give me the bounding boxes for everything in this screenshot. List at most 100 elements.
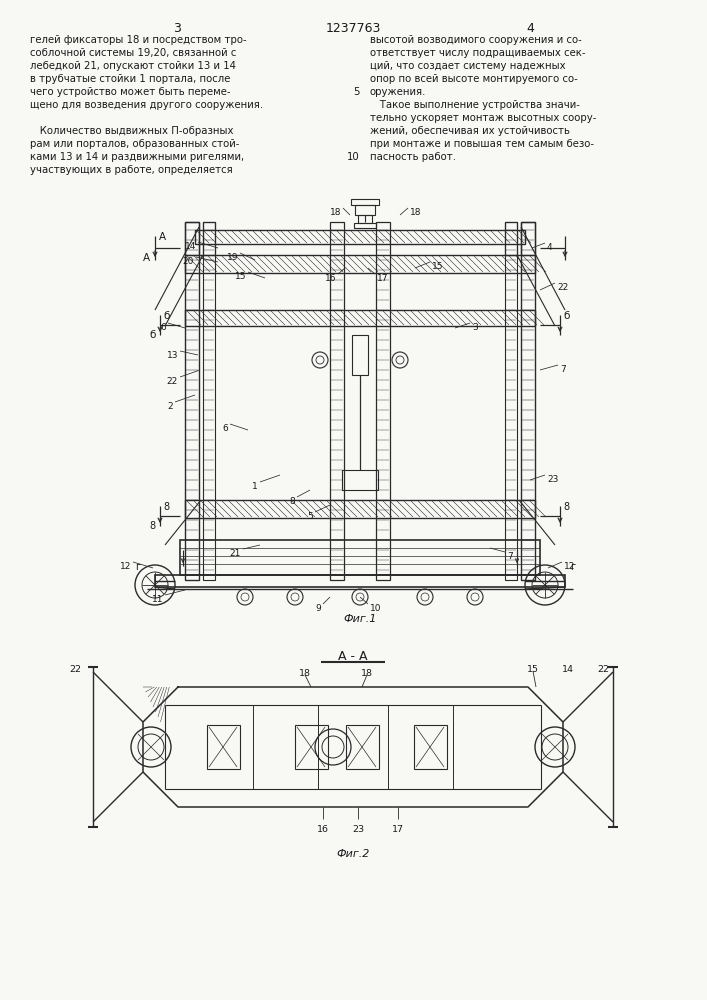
Bar: [180, 540, 540, 575]
Text: 21: 21: [230, 549, 241, 558]
Text: 12: 12: [564, 562, 575, 571]
Text: 7: 7: [560, 365, 566, 374]
Text: рам или порталов, образованных стой-: рам или порталов, образованных стой-: [30, 139, 240, 149]
Text: 17: 17: [392, 825, 404, 834]
Text: при монтаже и повышая тем самым безо-: при монтаже и повышая тем самым безо-: [370, 139, 594, 149]
Text: опор по всей высоте монтируемого со-: опор по всей высоте монтируемого со-: [370, 74, 578, 84]
Text: ций, что создает систему надежных: ций, что создает систему надежных: [370, 61, 566, 71]
Text: тельно ускоряет монтаж высотных соору-: тельно ускоряет монтаж высотных соору-: [370, 113, 597, 123]
Text: лебедкой 21, опускают стойки 13 и 14: лебедкой 21, опускают стойки 13 и 14: [30, 61, 236, 71]
Bar: [355, 205, 375, 215]
Text: А: А: [143, 253, 150, 263]
Text: 3: 3: [472, 323, 478, 332]
Text: в трубчатые стойки 1 портала, после: в трубчатые стойки 1 портала, после: [30, 74, 230, 84]
Text: 18: 18: [329, 208, 341, 217]
Text: 17: 17: [377, 274, 389, 283]
Text: 22: 22: [557, 283, 568, 292]
Bar: [505, 222, 517, 580]
Text: 15: 15: [235, 272, 246, 281]
Text: 23: 23: [352, 825, 364, 834]
Text: щено для возведения другого сооружения.: щено для возведения другого сооружения.: [30, 100, 263, 110]
Bar: [352, 335, 368, 375]
Bar: [351, 199, 379, 205]
Text: б: б: [149, 330, 156, 340]
Bar: [207, 725, 240, 769]
Text: чего устройство может быть переме-: чего устройство может быть переме-: [30, 87, 230, 97]
Text: Фиг.1: Фиг.1: [344, 614, 377, 624]
Text: ответствует числу подращиваемых сек-: ответствует числу подращиваемых сек-: [370, 48, 585, 58]
Text: 14: 14: [562, 665, 574, 674]
Text: 5: 5: [308, 512, 313, 521]
Bar: [195, 230, 525, 244]
Text: б: б: [563, 311, 569, 321]
Text: 22: 22: [597, 665, 609, 674]
Bar: [185, 500, 535, 518]
Bar: [342, 470, 378, 490]
Text: гелей фиксаторы 18 и посредством тро-: гелей фиксаторы 18 и посредством тро-: [30, 35, 247, 45]
Bar: [505, 222, 517, 255]
Bar: [185, 255, 535, 273]
Text: 3: 3: [173, 22, 181, 35]
Text: ками 13 и 14 и раздвижными ригелями,: ками 13 и 14 и раздвижными ригелями,: [30, 152, 244, 162]
Text: 9: 9: [315, 604, 321, 613]
Text: участвующих в работе, определяется: участвующих в работе, определяется: [30, 165, 233, 175]
Text: 20: 20: [182, 257, 194, 266]
Text: 6: 6: [160, 323, 166, 332]
Bar: [354, 223, 376, 228]
Text: 19: 19: [226, 253, 238, 262]
Text: 4: 4: [526, 22, 534, 35]
Text: 14: 14: [185, 242, 196, 251]
Text: 10: 10: [347, 152, 360, 162]
Text: 22: 22: [167, 377, 178, 386]
Text: б: б: [163, 311, 170, 321]
Text: Фиг.2: Фиг.2: [337, 849, 370, 859]
Bar: [185, 222, 199, 255]
Text: жений, обеспечивая их устойчивость: жений, обеспечивая их устойчивость: [370, 126, 570, 136]
Text: 4: 4: [547, 243, 553, 252]
Text: 5: 5: [354, 87, 360, 97]
Text: г: г: [135, 562, 140, 572]
Text: 18: 18: [410, 208, 421, 217]
Text: Количество выдвижных П-образных: Количество выдвижных П-образных: [30, 126, 233, 136]
Text: 18: 18: [361, 669, 373, 678]
Text: 23: 23: [547, 475, 559, 484]
Bar: [358, 215, 372, 223]
Text: пасность работ.: пасность работ.: [370, 152, 456, 162]
Bar: [346, 725, 379, 769]
Text: А - А: А - А: [338, 650, 368, 663]
Text: 18: 18: [299, 669, 311, 678]
Bar: [185, 310, 535, 326]
Text: 8: 8: [163, 502, 169, 512]
Text: 8: 8: [563, 502, 569, 512]
Text: 6: 6: [222, 424, 228, 433]
Text: 22: 22: [69, 665, 81, 674]
Bar: [521, 222, 535, 255]
Bar: [203, 222, 215, 580]
Text: 1: 1: [252, 482, 258, 491]
Text: 15: 15: [432, 262, 443, 271]
Text: соблочной системы 19,20, связанной с: соблочной системы 19,20, связанной с: [30, 48, 236, 58]
Text: А: А: [159, 232, 166, 242]
Text: 16: 16: [317, 825, 329, 834]
Text: 11: 11: [151, 595, 163, 604]
Text: г: г: [570, 562, 575, 572]
Text: 1237763: 1237763: [325, 22, 380, 35]
Text: высотой возводимого сооружения и со-: высотой возводимого сооружения и со-: [370, 35, 582, 45]
Text: Такое выполнение устройства значи-: Такое выполнение устройства значи-: [370, 100, 580, 110]
Text: оружения.: оружения.: [370, 87, 426, 97]
Bar: [203, 222, 215, 255]
Text: 12: 12: [119, 562, 131, 571]
Bar: [376, 222, 390, 580]
Text: 15: 15: [527, 665, 539, 674]
Text: 8: 8: [289, 497, 295, 506]
Bar: [155, 575, 565, 587]
Text: 2: 2: [168, 402, 173, 411]
Text: 7: 7: [507, 552, 513, 561]
Text: 8: 8: [149, 521, 155, 531]
Text: 13: 13: [167, 351, 178, 360]
Bar: [295, 725, 328, 769]
Bar: [185, 222, 199, 580]
Bar: [330, 222, 344, 580]
Text: 10: 10: [370, 604, 382, 613]
Bar: [521, 222, 535, 580]
